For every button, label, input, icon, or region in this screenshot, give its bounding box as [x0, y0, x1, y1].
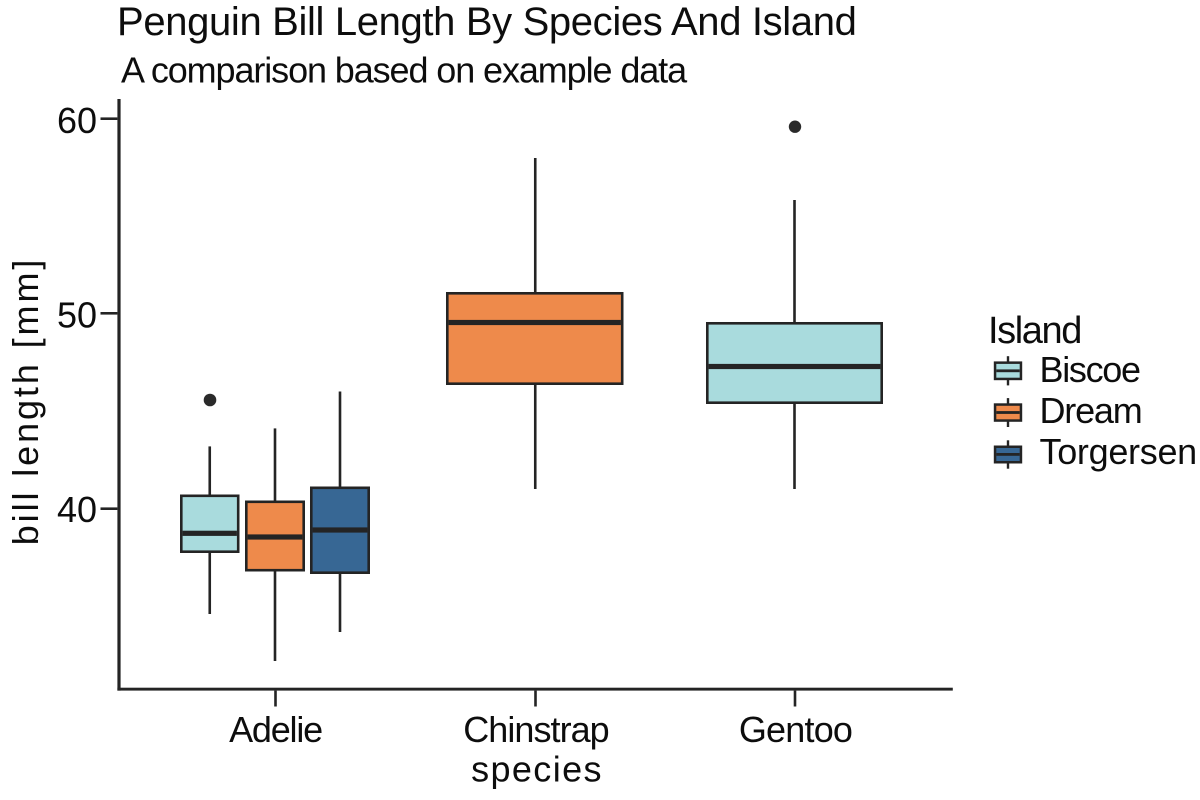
svg-text:Adelie: Adelie [229, 709, 322, 750]
svg-text:Gentoo: Gentoo [739, 709, 852, 750]
svg-text:Torgersen: Torgersen [1040, 431, 1197, 472]
svg-text:Dream: Dream [1040, 390, 1142, 431]
svg-text:60: 60 [57, 100, 97, 141]
svg-text:Chinstrap: Chinstrap [463, 709, 609, 750]
svg-text:species: species [471, 749, 603, 790]
svg-text:bill length [mm]: bill length [mm] [5, 257, 46, 546]
svg-text:A comparison based on example: A comparison based on example data [121, 50, 688, 91]
svg-text:40: 40 [57, 489, 97, 530]
svg-text:Island: Island [988, 310, 1081, 352]
svg-text:Biscoe: Biscoe [1040, 349, 1141, 390]
svg-text:Penguin Bill Length By Species: Penguin Bill Length By Species And Islan… [117, 0, 857, 44]
svg-text:50: 50 [57, 295, 97, 336]
